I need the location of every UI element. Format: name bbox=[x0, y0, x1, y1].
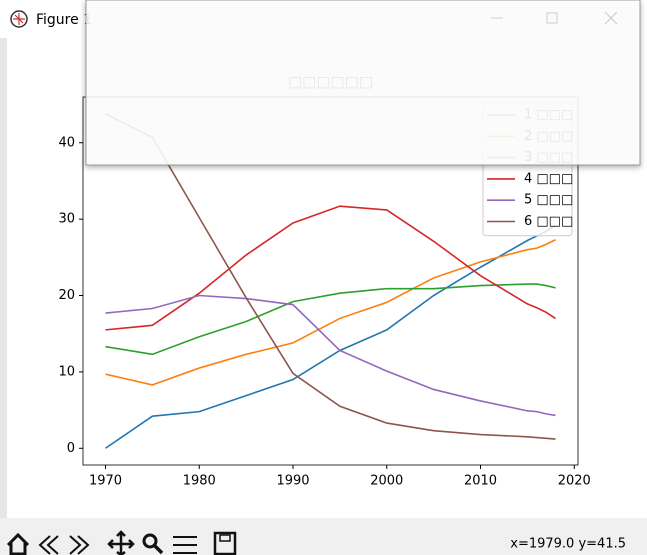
series-line bbox=[105, 283, 556, 356]
legend-label: 4 □□□ bbox=[524, 171, 573, 186]
series-line bbox=[105, 294, 556, 417]
overlay-window bbox=[85, 0, 641, 166]
window-edge bbox=[0, 38, 7, 518]
x-tick-label: 1980 bbox=[183, 474, 216, 489]
y-tick-label: 10 bbox=[58, 364, 75, 379]
close-button[interactable] bbox=[604, 11, 618, 25]
zoom-button[interactable] bbox=[142, 533, 158, 549]
forward-button[interactable] bbox=[69, 535, 90, 555]
x-tick-label: 1970 bbox=[89, 474, 122, 489]
series-line bbox=[105, 113, 556, 440]
status-text: x=1979.0 y=41.5 bbox=[510, 537, 626, 552]
x-tick-label: 1990 bbox=[276, 474, 309, 489]
window-title: Figure 1 bbox=[36, 12, 92, 28]
zoom-handle bbox=[153, 544, 164, 555]
y-tick-label: 30 bbox=[58, 212, 75, 227]
x-tick-label: 2010 bbox=[464, 474, 497, 489]
pan-button[interactable] bbox=[107, 530, 135, 555]
x-tick-label: 2020 bbox=[558, 474, 591, 489]
y-tick-label: 0 bbox=[67, 441, 75, 456]
series-line bbox=[105, 205, 556, 331]
maximize-button[interactable] bbox=[546, 12, 558, 24]
save-button[interactable] bbox=[213, 531, 237, 555]
legend-label: 6 □□□ bbox=[524, 214, 573, 229]
y-tick-label: 20 bbox=[58, 288, 75, 303]
home-button[interactable] bbox=[6, 532, 30, 555]
y-tick-label: 40 bbox=[58, 135, 75, 150]
configure-button[interactable] bbox=[173, 536, 197, 554]
app-icon-mark bbox=[13, 13, 25, 25]
x-tick-label: 2000 bbox=[370, 474, 403, 489]
save-icon-label bbox=[219, 534, 231, 542]
legend-label: 5 □□□ bbox=[524, 193, 573, 208]
toolbar bbox=[0, 518, 647, 555]
series-line bbox=[105, 239, 556, 386]
back-button[interactable] bbox=[38, 535, 59, 555]
